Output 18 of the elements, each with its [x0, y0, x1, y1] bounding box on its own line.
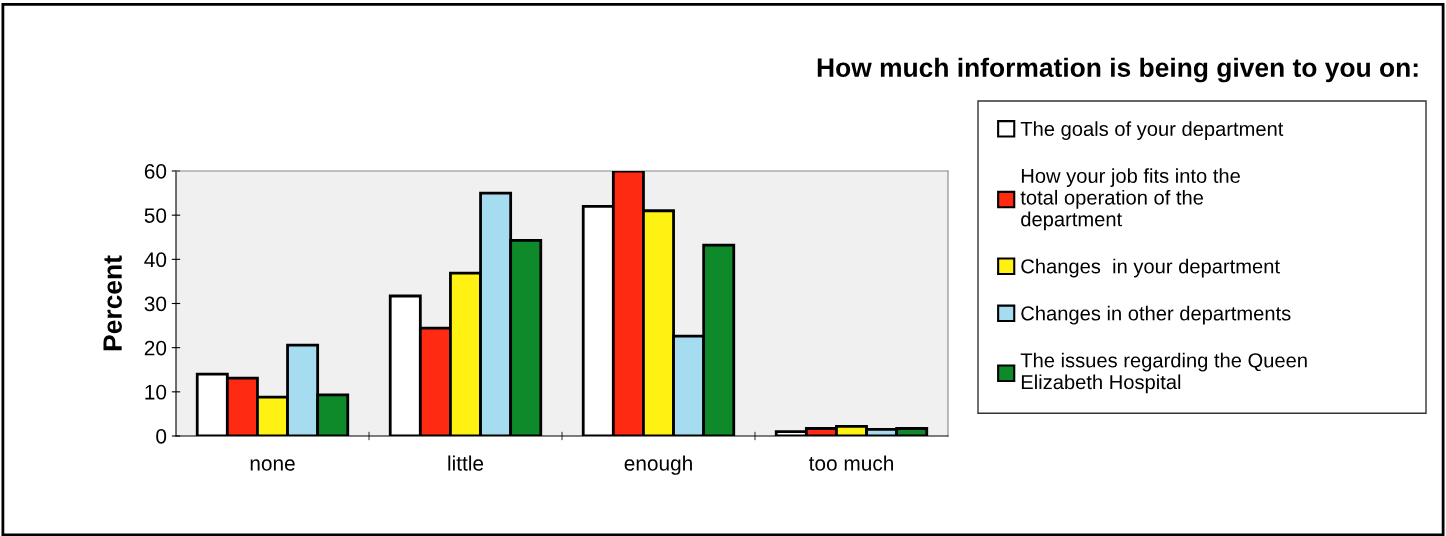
text: How much information is being given to you on: — [817, 57, 1418, 83]
x-tick-label: enough — [624, 455, 692, 475]
y-tick-label: 40 — [144, 252, 167, 268]
legend-label: The issues regarding the Queen Elizabeth Hospital — [1020, 352, 1307, 394]
legend-label: The goals of your department — [1020, 121, 1284, 141]
legend-label: Changes in your department — [1021, 258, 1280, 278]
y-axis-title: Percent — [103, 255, 122, 351]
x-tick-label: too much — [808, 455, 893, 471]
y-tick-label: 10 — [145, 384, 167, 400]
y-tick-label: 0 — [156, 429, 167, 444]
x-tick-label: little — [448, 455, 484, 471]
y-tick-label: 20 — [144, 340, 167, 356]
y-tick-label: 30 — [144, 296, 167, 312]
y-tick-label: 50 — [144, 208, 167, 223]
legend-label: Changes in other departments — [1021, 305, 1291, 325]
legend-label: How your job fits into the total operation of the department — [1020, 168, 1240, 231]
y-tick-label: 60 — [144, 164, 167, 179]
x-tick-label: none — [250, 459, 295, 471]
